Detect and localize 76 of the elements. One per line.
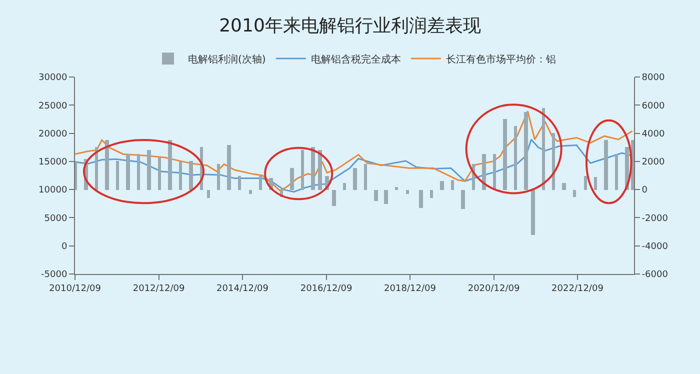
legend-label: 长江有色市场平均价：铝 bbox=[446, 53, 556, 66]
bar bbox=[332, 190, 336, 206]
bar bbox=[147, 150, 151, 190]
y-tick-label: -5000 bbox=[41, 270, 68, 280]
bar bbox=[343, 183, 346, 190]
bar bbox=[594, 177, 597, 190]
bar bbox=[562, 183, 566, 190]
bar bbox=[493, 154, 496, 190]
bar bbox=[227, 145, 231, 190]
bar bbox=[604, 140, 608, 190]
y2-tick-label: -2000 bbox=[642, 214, 668, 224]
bar bbox=[75, 161, 77, 190]
y-tick-label: 15000 bbox=[38, 158, 68, 168]
bar bbox=[514, 126, 517, 190]
bar bbox=[584, 176, 587, 190]
y-tick-label: 10000 bbox=[38, 186, 68, 196]
bar bbox=[238, 176, 241, 190]
bar bbox=[573, 190, 576, 197]
bar bbox=[419, 190, 423, 208]
bar bbox=[116, 161, 119, 190]
bar bbox=[430, 190, 433, 198]
line-series bbox=[75, 110, 634, 192]
y2-tick-label: 0 bbox=[642, 186, 648, 196]
x-tick-label: 2018/12/09 bbox=[384, 284, 436, 294]
bar bbox=[531, 190, 535, 235]
bar bbox=[105, 140, 109, 190]
x-tick-label: 2014/12/09 bbox=[216, 284, 269, 294]
bar bbox=[179, 161, 182, 190]
bar bbox=[451, 180, 454, 190]
bar bbox=[290, 168, 294, 190]
bar bbox=[311, 147, 315, 190]
y2-tick-label: -6000 bbox=[642, 270, 668, 280]
y-tick-label: 25000 bbox=[38, 101, 68, 112]
bar bbox=[353, 168, 357, 190]
bar bbox=[95, 147, 98, 190]
y2-tick-label: 2000 bbox=[642, 158, 665, 168]
bar bbox=[301, 150, 304, 190]
bar bbox=[189, 161, 193, 190]
y-tick-label: 0 bbox=[61, 242, 68, 252]
bar bbox=[168, 140, 172, 190]
x-tick-label: 2020/12/09 bbox=[468, 284, 520, 294]
bar bbox=[440, 181, 444, 190]
y2-tick-label: 8000 bbox=[642, 73, 665, 84]
y-tick-label: 20000 bbox=[38, 129, 68, 140]
y2-tick-label: 6000 bbox=[642, 101, 665, 112]
y-tick-label: 30000 bbox=[38, 73, 68, 84]
bar bbox=[395, 187, 398, 190]
legend-label: 电解铝利润(次轴) bbox=[188, 53, 266, 66]
x-tick-label: 2016/12/09 bbox=[300, 284, 353, 294]
bar bbox=[318, 150, 322, 190]
bar bbox=[503, 119, 507, 190]
y2-tick-label: 4000 bbox=[642, 129, 665, 140]
x-tick-label: 2010/12/09 bbox=[49, 284, 102, 294]
y2-tick-label: -4000 bbox=[642, 242, 668, 252]
x-tick-label: 2022/12/09 bbox=[552, 284, 604, 294]
legend-label: 电解铝含税完全成本 bbox=[310, 53, 401, 66]
bar bbox=[126, 154, 130, 190]
chart-title: 2010年来电解铝行业利润差表现 bbox=[219, 15, 481, 36]
bar bbox=[158, 157, 161, 190]
bar bbox=[542, 108, 545, 190]
bar bbox=[217, 164, 220, 190]
bar bbox=[406, 190, 409, 194]
bar bbox=[137, 154, 140, 190]
bar bbox=[207, 190, 210, 198]
bar bbox=[259, 176, 262, 190]
bar bbox=[364, 164, 367, 190]
x-tick-label: 2012/12/09 bbox=[132, 284, 186, 294]
y-tick-label: 5000 bbox=[44, 214, 68, 224]
bar bbox=[615, 154, 618, 190]
bar bbox=[249, 190, 252, 194]
bar bbox=[552, 133, 555, 190]
bar bbox=[374, 190, 378, 201]
bar bbox=[461, 190, 465, 209]
bar bbox=[524, 112, 528, 190]
bar bbox=[482, 154, 486, 190]
bar bbox=[384, 190, 388, 204]
